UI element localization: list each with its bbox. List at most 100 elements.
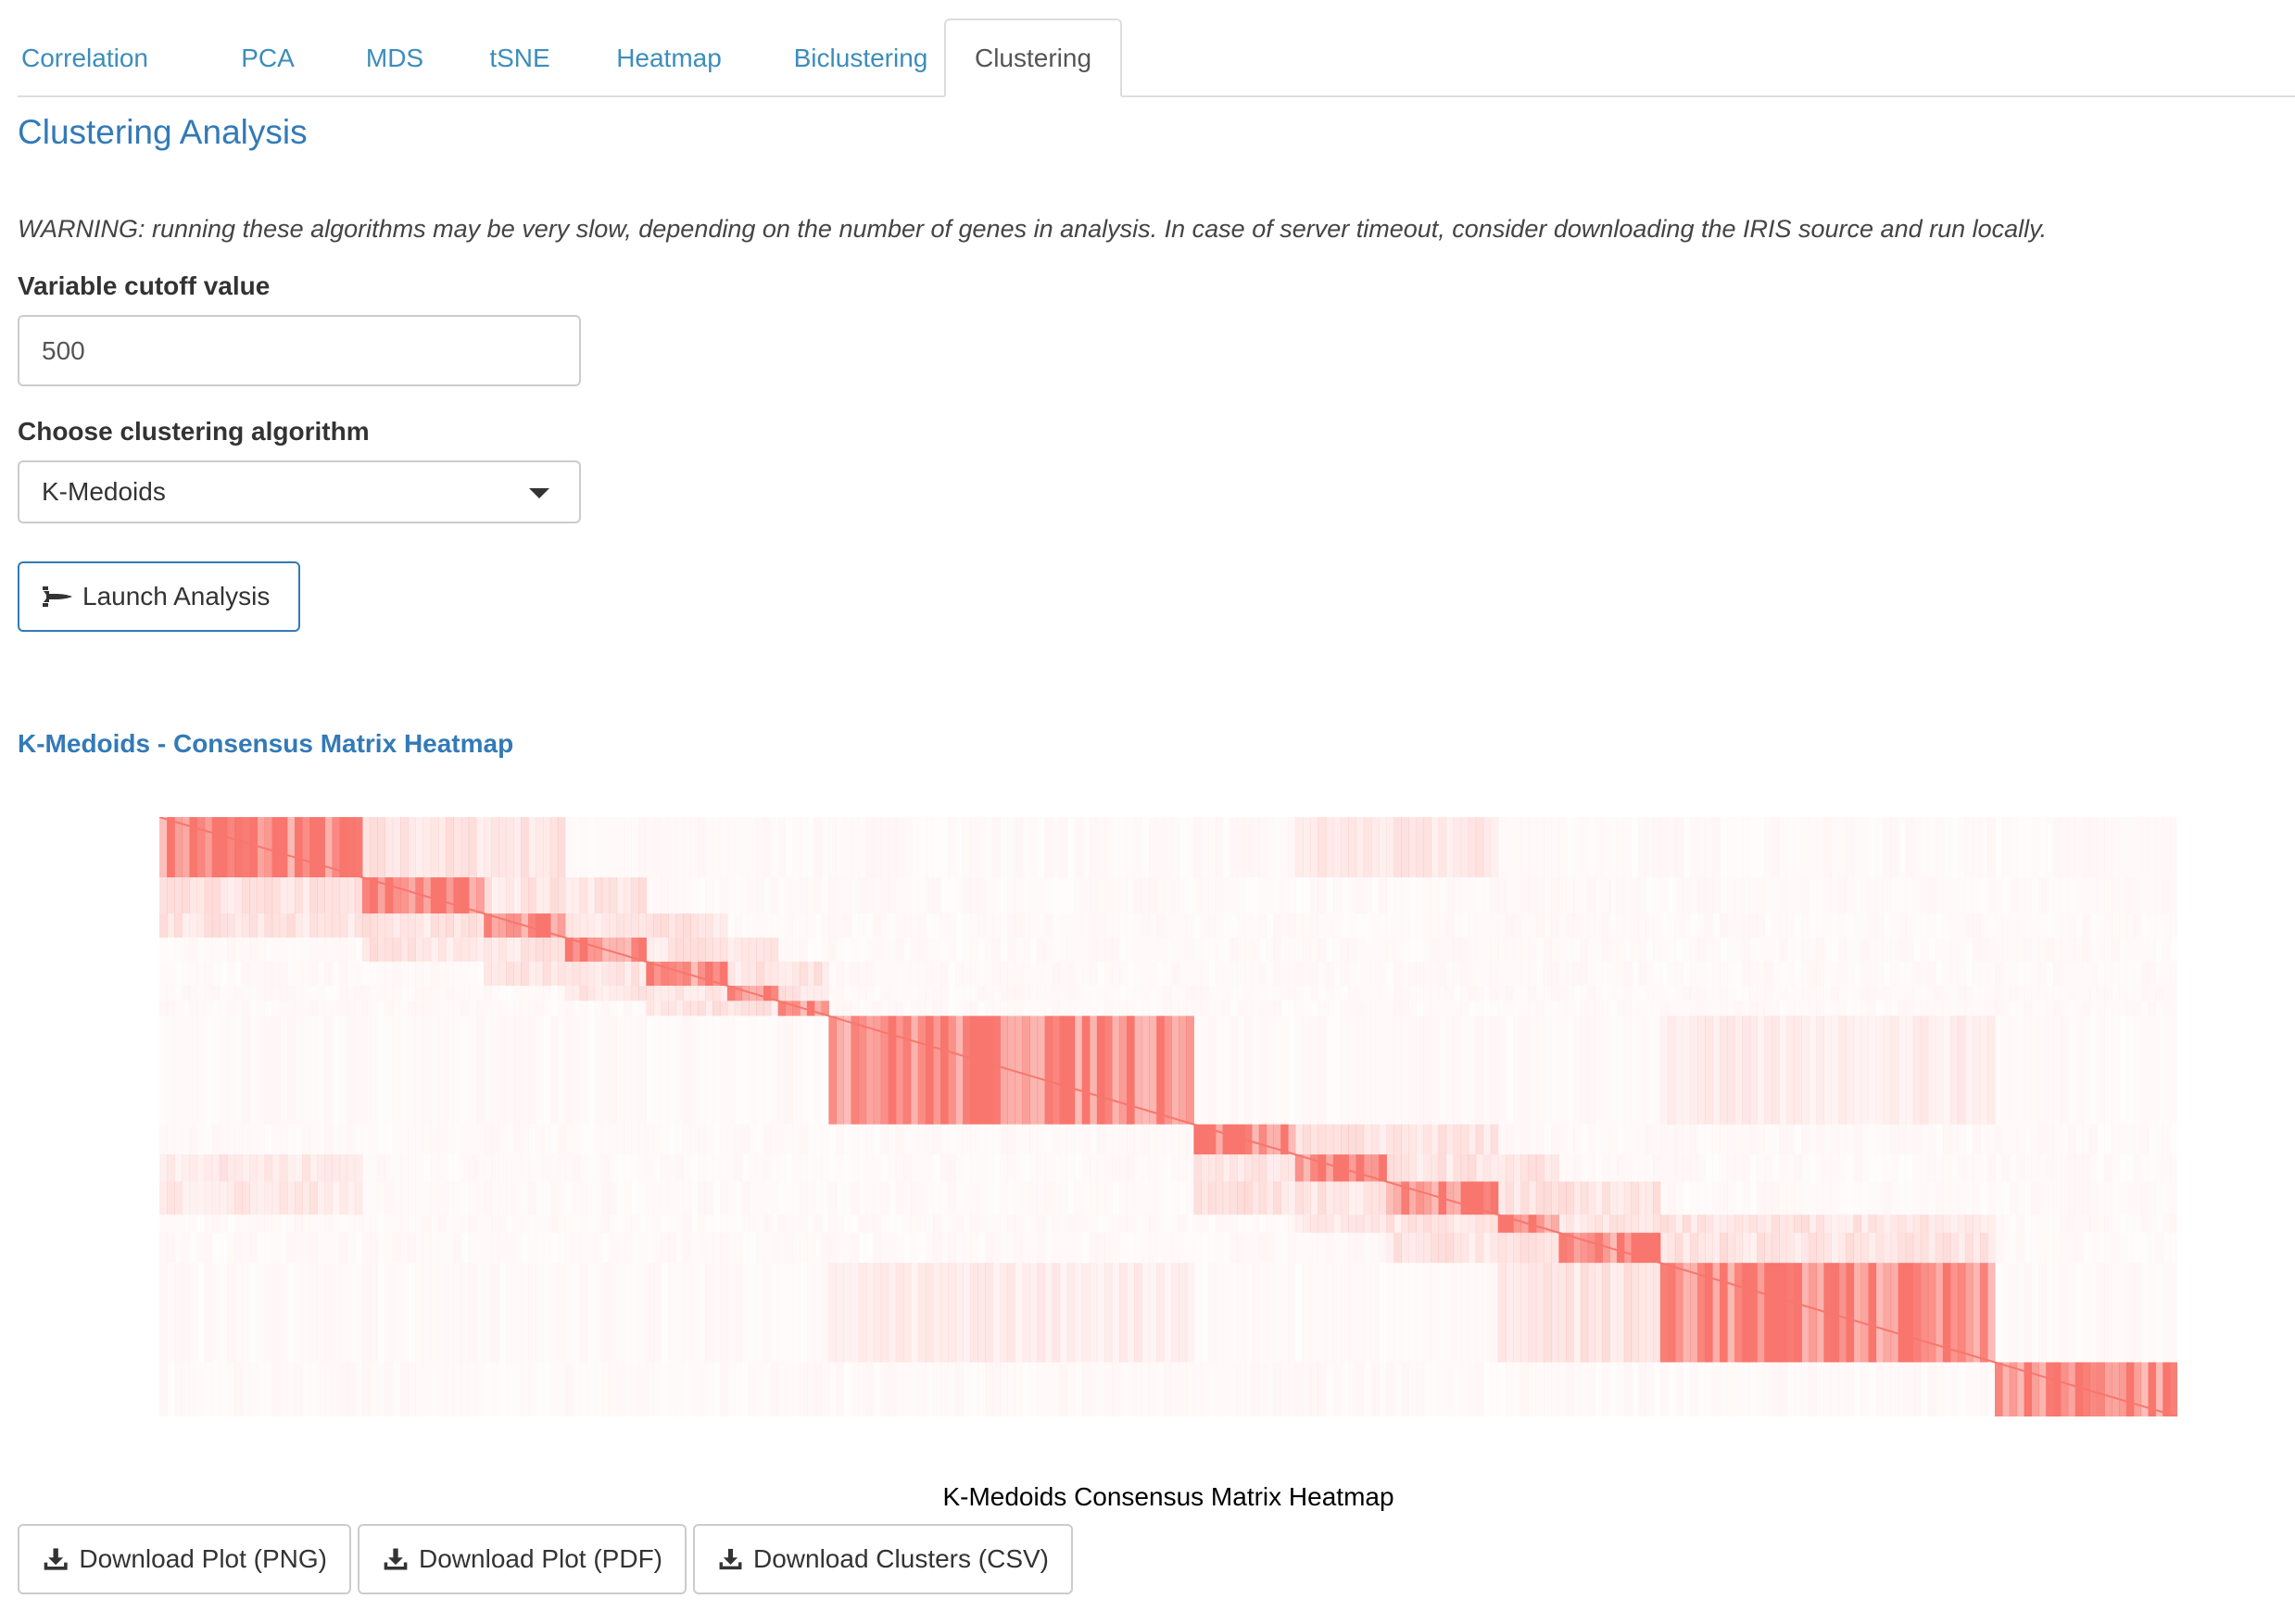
heatmap-cell [2053, 986, 2061, 1001]
heatmap-cell [2148, 1001, 2156, 1016]
heatmap-cell [287, 1263, 296, 1362]
heatmap-cell [932, 1001, 941, 1016]
heatmap-cell [1215, 1263, 1224, 1363]
tab-tsne[interactable]: tSNE [489, 43, 550, 72]
heatmap-cell [2002, 817, 2010, 877]
heatmap-cell [430, 817, 439, 878]
tab-correlation[interactable]: Correlation [21, 43, 148, 72]
heatmap-cell [1081, 1215, 1091, 1233]
heatmap-cell [889, 1215, 897, 1233]
heatmap-cell [220, 1362, 228, 1416]
cutoff-input[interactable] [18, 315, 581, 386]
heatmap-cell [2118, 986, 2127, 1001]
heatmap-cell [785, 938, 793, 963]
download-pdf-button[interactable]: Download Plot (PDF) [358, 1524, 687, 1594]
heatmap-cell [2089, 1154, 2097, 1181]
heatmap-cell [339, 1181, 348, 1215]
download-png-button[interactable]: Download Plot (PNG) [18, 1524, 351, 1594]
heatmap-cell [1111, 1124, 1120, 1155]
heatmap-cell [1551, 1124, 1559, 1155]
heatmap-cell [896, 1215, 904, 1233]
heatmap-cell [1295, 1016, 1304, 1125]
heatmap-cell [317, 1233, 325, 1264]
heatmap-cell [1141, 1362, 1150, 1416]
heatmap-cell [1566, 1263, 1574, 1363]
heatmap-cell [1453, 938, 1462, 963]
heatmap-cell [806, 1001, 815, 1016]
heatmap-cell [1201, 1263, 1208, 1362]
heatmap-cell [174, 986, 183, 1001]
download-csv-button[interactable]: Download Clusters (CSV) [693, 1524, 1073, 1594]
heatmap-cell [1794, 1154, 1802, 1182]
heatmap-cell [557, 877, 566, 914]
heatmap-cell [1015, 986, 1024, 1001]
tab-biclustering[interactable]: Biclustering [793, 43, 928, 72]
heatmap-cell [550, 986, 559, 1001]
heatmap-cell [880, 1263, 889, 1363]
heatmap-cell [1764, 1015, 1772, 1125]
heatmap-cell [2067, 817, 2076, 878]
heatmap-cell [719, 1124, 728, 1155]
heatmap-cell [1215, 1124, 1224, 1155]
heatmap-cell [1683, 1001, 1691, 1015]
heatmap-cell [1029, 962, 1038, 986]
heatmap-cell [2046, 1263, 2053, 1362]
heatmap-cell [1318, 962, 1326, 986]
heatmap-cell [295, 986, 303, 1001]
heatmap-cell [1498, 817, 1507, 877]
heatmap-cell [415, 1154, 423, 1181]
heatmap-cell [880, 986, 889, 1001]
heatmap-cell [1445, 986, 1455, 1001]
heatmap-cell [1994, 1215, 2003, 1233]
heatmap-cell [2141, 913, 2149, 938]
heatmap-cell [1816, 877, 1824, 913]
heatmap-cell [1816, 1362, 1824, 1416]
heatmap-cell [1979, 1232, 1988, 1264]
heatmap-cell [1490, 1181, 1499, 1215]
heatmap-cell [513, 1001, 522, 1016]
heatmap-cell [354, 913, 363, 938]
heatmap-cell [1356, 817, 1365, 878]
heatmap-cell [2170, 962, 2177, 987]
heatmap-cell [1408, 938, 1417, 962]
tab-pca[interactable]: PCA [241, 43, 295, 72]
download-icon [719, 1548, 742, 1570]
algorithm-select[interactable]: K-Medoids [18, 460, 581, 523]
heatmap-cell [955, 1215, 964, 1233]
heatmap-cell [1096, 1154, 1105, 1182]
heatmap-cell [1986, 1001, 1996, 1016]
tab-mds[interactable]: MDS [365, 43, 424, 72]
heatmap-cell [1497, 986, 1507, 1001]
tab-clustering[interactable]: Clustering [944, 19, 1122, 97]
heatmap-cell [1066, 1015, 1076, 1125]
heatmap-cell [1126, 1263, 1135, 1363]
heatmap-cell [1595, 1215, 1603, 1233]
heatmap-cell [2119, 962, 2126, 986]
heatmap-cell [1326, 938, 1334, 962]
heatmap-cell [1363, 1181, 1372, 1215]
heatmap-cell [1543, 1263, 1552, 1363]
heatmap-cell [219, 1124, 228, 1155]
heatmap-cell [1742, 938, 1750, 963]
heatmap-cell [594, 913, 603, 938]
heatmap-cell [1535, 1001, 1545, 1016]
heatmap-cell [806, 962, 815, 987]
launch-analysis-button[interactable]: Launch Analysis [18, 561, 300, 632]
heatmap-cell [1000, 817, 1008, 877]
heatmap-cell [1325, 1263, 1334, 1363]
heatmap-cell [1720, 1001, 1728, 1016]
heatmap-cell [1015, 1154, 1023, 1181]
heatmap-cell [955, 913, 964, 938]
heatmap-cell [361, 1001, 371, 1016]
heatmap-cell [851, 1215, 859, 1233]
heatmap-cell [211, 1181, 221, 1215]
heatmap-cell [400, 1016, 409, 1125]
heatmap-cell [1431, 1154, 1440, 1182]
heatmap-cell [777, 1124, 787, 1155]
heatmap-cell [234, 1016, 243, 1125]
heatmap-cell [1074, 1015, 1083, 1125]
heatmap-cell [1201, 1181, 1209, 1215]
heatmap-cell [438, 986, 447, 1001]
tab-heatmap[interactable]: Heatmap [616, 43, 722, 72]
heatmap-cell [242, 986, 250, 1001]
